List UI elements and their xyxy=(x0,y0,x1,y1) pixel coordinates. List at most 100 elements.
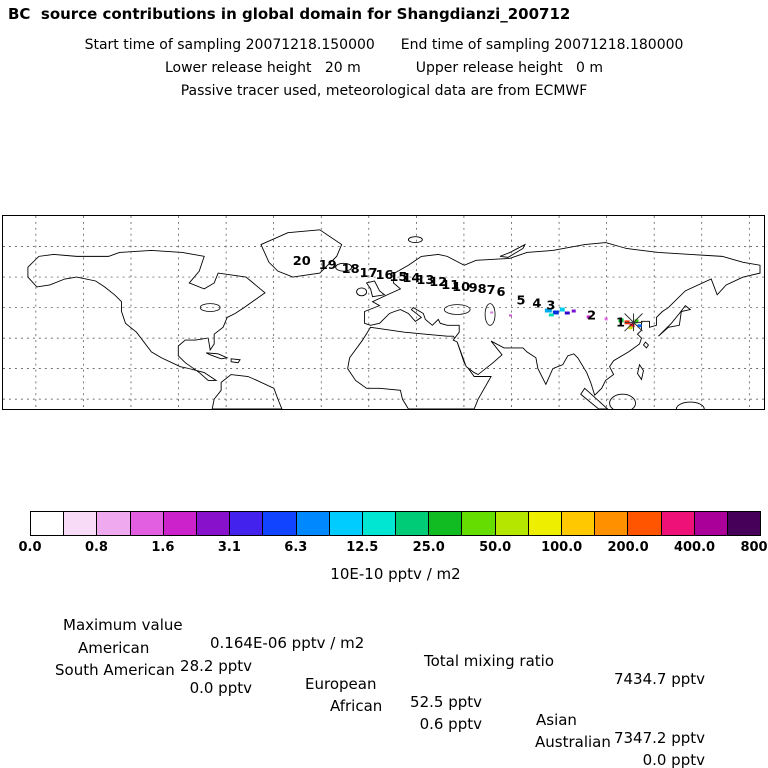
colorbar-ticks: 0.0 0.8 1.6 3.1 6.3 12.5 25.0 50.0 100.0 200.0 400… xyxy=(18,540,768,557)
asian-value: 7347.2 pptv xyxy=(613,729,705,747)
trajectory-hour-label: 10 xyxy=(452,280,470,295)
trajectory-hour-label: 13 xyxy=(416,273,434,288)
colorbar-tick-label: 100.0 xyxy=(541,540,583,555)
colorbar-tick-label: 6.3 xyxy=(284,540,308,555)
taiwan-outline xyxy=(642,341,650,349)
african-value: 0.6 pptv xyxy=(419,715,482,733)
concentration-cell xyxy=(509,314,512,317)
trajectory-hour-label: 1 xyxy=(616,315,625,330)
trajectory-hour-label: 5 xyxy=(516,294,525,309)
colorbar-segment xyxy=(163,512,197,535)
tracer-note-text: Passive tracer used, meteorological data… xyxy=(180,83,588,99)
colorbar-tick-label: 400.0 xyxy=(673,540,716,555)
concentration-cell xyxy=(629,323,635,328)
australian-value: 0.0 pptv xyxy=(642,751,705,768)
upper-release-text: Upper release height 0 m xyxy=(415,60,604,76)
trajectory-hour-label: 14 xyxy=(402,271,420,286)
colorbar-segment xyxy=(130,512,164,535)
concentration-cell xyxy=(628,326,633,330)
colorbar-tick-label: 25.0 xyxy=(412,540,445,555)
sumatra-outline xyxy=(580,387,609,409)
colorbar-segment xyxy=(296,512,330,535)
trajectory-hour-label: 17 xyxy=(360,266,378,281)
colorbar-segment xyxy=(694,512,728,535)
hispaniola-outline xyxy=(230,358,241,364)
european-value: 52.5 pptv xyxy=(410,693,482,711)
concentration-cell xyxy=(490,311,494,314)
north-america-outline xyxy=(27,250,266,381)
trajectory-hour-label: 19 xyxy=(319,258,337,273)
colorbar-segment xyxy=(429,512,463,535)
black-sea-outline xyxy=(443,304,471,315)
colorbar-tick-label: 800.0 xyxy=(740,540,768,555)
stats-row-regions-2: South American 0.0 pptv African 0.6 pptv… xyxy=(0,643,768,768)
colorbar-segment xyxy=(495,512,529,535)
european-label: European xyxy=(305,675,377,693)
great-lakes-outline xyxy=(199,303,221,312)
africa-outline xyxy=(347,326,492,409)
end-time-text: End time of sampling 20071218.180000 xyxy=(400,37,684,53)
stats-row-regions-1: American 28.2 pptv European 52.5 pptv As… xyxy=(0,621,768,747)
trajectory-hour-label: 3 xyxy=(546,299,555,314)
colorbar-tick-label: 3.1 xyxy=(217,540,241,555)
eurasia-outline xyxy=(364,242,761,397)
colorbar-segment xyxy=(661,512,695,535)
sampling-times-line: Start time of sampling 20071218.150000 E… xyxy=(0,37,768,53)
concentration-cells xyxy=(490,307,642,330)
concentration-cell xyxy=(544,308,552,313)
trajectory-hour-label: 18 xyxy=(342,262,360,277)
colorbar-segment xyxy=(31,512,65,535)
plot-title: BC source contributions in global domain… xyxy=(8,5,571,23)
concentration-cell xyxy=(552,310,559,315)
colorbar-segment xyxy=(595,512,629,535)
ireland-outline xyxy=(356,287,368,297)
colorbar-segment xyxy=(64,512,98,535)
britain-outline xyxy=(365,280,386,298)
trajectory-hour-label: 8 xyxy=(478,282,487,297)
colorbar-segment xyxy=(362,512,397,535)
release-heights-line: Lower release height 20 m Upper release … xyxy=(0,60,768,76)
colorbar-tick-label: 200.0 xyxy=(607,540,649,555)
south-america-outline xyxy=(211,374,283,409)
receptor-marker xyxy=(624,313,643,332)
concentration-cell xyxy=(564,311,570,315)
japan-outline xyxy=(658,304,692,337)
colorbar-segment xyxy=(329,512,363,535)
concentration-cell xyxy=(548,313,554,317)
colorbar-segment xyxy=(263,512,297,535)
trajectory-hour-label: 20 xyxy=(293,254,311,269)
colorbar-tick-label: 50.0 xyxy=(479,540,512,555)
lakes-and-seas xyxy=(199,303,496,326)
colorbar-segment xyxy=(462,512,496,535)
asian-label: Asian xyxy=(536,711,577,729)
colorbar xyxy=(30,511,761,536)
colorbar-tick-label: 0.0 xyxy=(18,540,42,555)
cuba-outline xyxy=(205,352,229,360)
trajectory-hour-label: 2 xyxy=(587,308,596,323)
philippines-outline xyxy=(637,363,644,381)
borneo-outline xyxy=(609,393,636,409)
colorbar-tick-label: 0.8 xyxy=(84,540,108,555)
colorbar-segment xyxy=(628,512,662,535)
south-american-label: South American xyxy=(55,661,175,679)
colorbar-tick-label: 1.6 xyxy=(151,540,175,555)
trajectory-hour-label: 15 xyxy=(389,270,407,285)
colorbar-units: 10E-10 pptv / m2 xyxy=(330,565,461,583)
trajectory-hour-label: 9 xyxy=(469,281,478,296)
world-map: 20 19 18 17 16 15 14 13 12 11 10 9 8 7 6 5 4 3 2 1 xyxy=(2,215,765,410)
concentration-cell xyxy=(637,324,642,328)
graticule xyxy=(3,216,764,409)
colorbar-segment xyxy=(562,512,596,535)
max-value-text: 0.164E-06 pptv / m2 xyxy=(210,634,365,652)
colorbar-segment xyxy=(97,512,131,535)
trajectory-hour-label: 12 xyxy=(429,275,447,290)
tracer-note-line: Passive tracer used, meteorological data… xyxy=(0,83,768,99)
total-mixing-ratio-value: 7434.7 pptv xyxy=(613,670,705,688)
concentration-cell xyxy=(634,319,639,324)
lower-release-text: Lower release height 20 m xyxy=(164,60,361,76)
south-american-value: 0.0 pptv xyxy=(189,679,252,697)
concentration-cell xyxy=(604,317,608,321)
american-value: 28.2 pptv xyxy=(180,657,252,675)
colorbar-segment xyxy=(727,512,761,535)
